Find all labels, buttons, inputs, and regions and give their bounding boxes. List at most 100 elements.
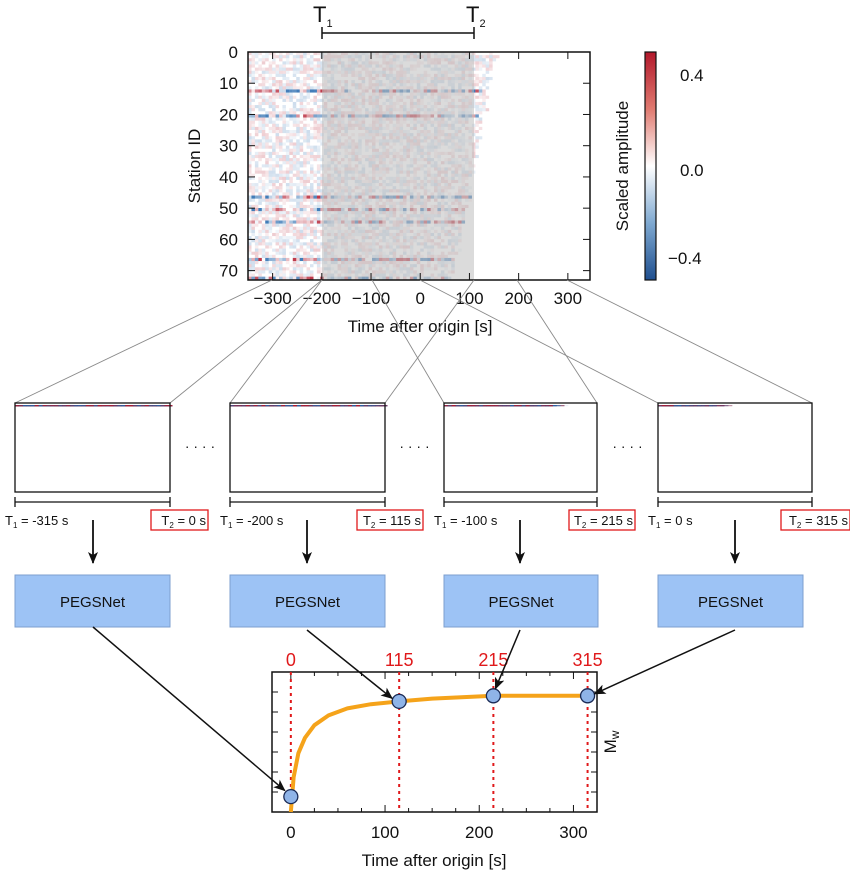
heatmap-cell [251, 196, 255, 199]
heatmap-cell [255, 267, 259, 270]
heatmap-cell [293, 208, 297, 211]
heatmap-cell [293, 58, 297, 61]
heatmap-cell [279, 239, 283, 242]
heatmap-cell [300, 71, 304, 74]
heatmap-cell [293, 233, 297, 236]
heatmap-cell [286, 261, 290, 264]
heatmap-cell [303, 192, 307, 195]
heatmap-cell [307, 199, 311, 202]
heatmap-cell [296, 171, 300, 174]
heatmap-cell [313, 252, 317, 255]
heatmap-cell [482, 77, 486, 80]
heatmap-cell [293, 264, 297, 267]
heatmap-cell [310, 74, 314, 77]
heatmap-cell [262, 249, 266, 252]
heatmap-cell [482, 99, 486, 102]
heatmap-cell [307, 217, 311, 220]
heatmap-cell [251, 61, 255, 64]
heatmap-cell [286, 89, 290, 92]
heatmap-cell [258, 252, 262, 255]
y-tick-label: 30 [219, 137, 238, 156]
heatmap-cell [303, 108, 307, 111]
heatmap-cell [255, 202, 259, 205]
heatmap-cell [262, 142, 266, 145]
heatmap-cell [303, 208, 307, 211]
heatmap-cell [272, 233, 276, 236]
heatmap-cell [307, 211, 311, 214]
heatmap-cell [251, 124, 255, 127]
heatmap-cell [475, 108, 479, 111]
heatmap-cell [269, 164, 273, 167]
heatmap-cell [293, 105, 297, 108]
heatmap-cell [272, 208, 276, 211]
heatmap-cell [262, 261, 266, 264]
heatmap-cell [310, 264, 314, 267]
heatmap-cell [272, 217, 276, 220]
heatmap-cell [296, 233, 300, 236]
heatmap-cell [255, 270, 259, 273]
heatmap-cell [282, 171, 286, 174]
heatmap-cell [269, 68, 273, 71]
heatmap-cell [317, 118, 321, 121]
heatmap-cell [272, 264, 276, 267]
heatmap-cell [310, 114, 314, 117]
heatmap-cell [251, 199, 255, 202]
heatmap-cell [251, 267, 255, 270]
heatmap-cell [289, 61, 293, 64]
heatmap-cell [255, 183, 259, 186]
heatmap-cell [262, 236, 266, 239]
heatmap-cell [296, 230, 300, 233]
heatmap-cell [296, 142, 300, 145]
heatmap-cell [293, 61, 297, 64]
heatmap-cell [296, 118, 300, 121]
heatmap-cell [262, 264, 266, 267]
heatmap-cell [255, 96, 259, 99]
heatmap-cell [272, 114, 276, 117]
heatmap-cell [300, 80, 304, 83]
heatmap-cell [282, 130, 286, 133]
heatmap-cell [313, 136, 317, 139]
heatmap-cell [479, 118, 483, 121]
heatmap-cell [293, 174, 297, 177]
heatmap-cell [296, 236, 300, 239]
heatmap-cell [255, 220, 259, 223]
heatmap-cell [296, 158, 300, 161]
heatmap-cell [310, 211, 314, 214]
heatmap-cell [282, 121, 286, 124]
heatmap-cell [265, 96, 269, 99]
heatmap-cell [307, 152, 311, 155]
heatmap-cell [282, 220, 286, 223]
heatmap-cell [479, 136, 483, 139]
heatmap-cell [251, 108, 255, 111]
heatmap-cell [313, 189, 317, 192]
heatmap-cell [265, 133, 269, 136]
heatmap-cell [475, 111, 479, 114]
heatmap-cell [293, 220, 297, 223]
heatmap-cell [317, 158, 321, 161]
heatmap-cell [251, 121, 255, 124]
heatmap-cell [258, 167, 262, 170]
heatmap-cell [251, 105, 255, 108]
heatmap-cell [300, 121, 304, 124]
heatmap-cell [296, 99, 300, 102]
heatmap-cell [262, 127, 266, 130]
heatmap-cell [475, 83, 479, 86]
heatmap-cell [251, 224, 255, 227]
heatmap-cell [310, 99, 314, 102]
heatmap-cell [296, 205, 300, 208]
heatmap-cell [289, 220, 293, 223]
heatmap-cell [303, 274, 307, 277]
heatmap-cell [269, 105, 273, 108]
heatmap-cell [272, 152, 276, 155]
heatmap-cell [303, 164, 307, 167]
heatmap-cell [296, 177, 300, 180]
heatmap-cell [286, 196, 290, 199]
heatmap-cell [258, 155, 262, 158]
heatmap-cell [272, 239, 276, 242]
heatmap-cell [493, 58, 497, 61]
heatmap-cell [307, 161, 311, 164]
heatmap-cell [276, 239, 280, 242]
heatmap-cell [251, 264, 255, 267]
heatmap-cell [276, 164, 280, 167]
heatmap-cell [286, 224, 290, 227]
